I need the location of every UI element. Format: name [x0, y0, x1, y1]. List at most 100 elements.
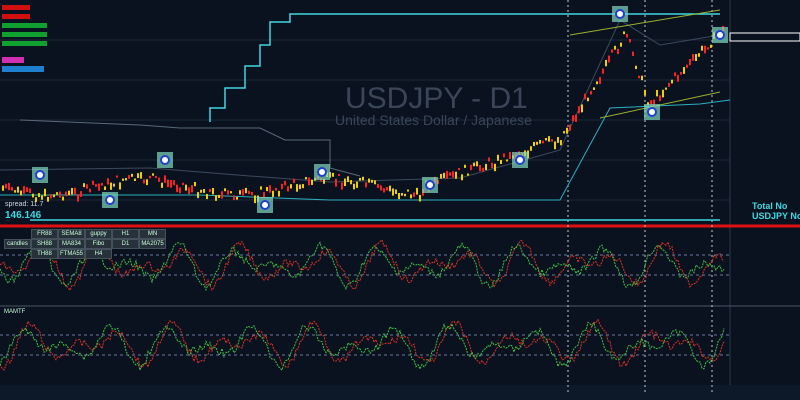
- candle: [206, 194, 208, 200]
- candle: [635, 65, 637, 70]
- candle: [608, 55, 610, 63]
- candle: [80, 191, 82, 197]
- candle: [179, 187, 181, 194]
- candle: [479, 164, 481, 172]
- candle: [509, 151, 511, 159]
- candle: [32, 193, 34, 198]
- candle: [305, 177, 307, 180]
- candle: [599, 77, 601, 84]
- toolbar-button[interactable]: H4: [85, 249, 112, 259]
- pivot-marker: [715, 30, 725, 40]
- candle: [191, 185, 193, 193]
- candle: [467, 173, 469, 176]
- candle: [245, 187, 247, 194]
- candle: [692, 53, 694, 61]
- candle: [446, 170, 448, 179]
- toolbar-button[interactable]: MN: [139, 229, 166, 239]
- candle: [95, 184, 97, 187]
- candle: [350, 180, 352, 185]
- envelope-line: [0, 19, 721, 183]
- candle: [398, 192, 400, 200]
- toolbar-button[interactable]: TH88: [31, 249, 58, 259]
- candle: [590, 90, 592, 95]
- candle: [449, 172, 451, 176]
- candle: [482, 167, 484, 172]
- candle: [50, 193, 52, 199]
- candle: [353, 183, 355, 190]
- candle: [173, 180, 175, 186]
- candle: [83, 183, 85, 188]
- candle: [149, 175, 151, 179]
- candle: [443, 172, 445, 178]
- toolbar-button[interactable]: SH88: [31, 239, 58, 249]
- candle: [164, 175, 166, 183]
- candle: [68, 190, 70, 196]
- candle: [476, 161, 478, 167]
- candle: [62, 196, 64, 201]
- candle: [611, 49, 613, 53]
- candle: [407, 189, 409, 192]
- toolbar-button[interactable]: SEMA8: [58, 229, 85, 239]
- candle: [8, 182, 10, 191]
- step-line: [209, 13, 720, 122]
- candle: [707, 47, 709, 50]
- candle: [272, 190, 274, 197]
- candle: [374, 180, 376, 185]
- candle: [152, 173, 154, 176]
- candle: [596, 81, 598, 85]
- candle: [371, 179, 373, 183]
- indicator-bar: [2, 32, 47, 37]
- support-line: [0, 99, 731, 201]
- candle: [107, 178, 109, 185]
- candle: [335, 178, 337, 187]
- candle: [641, 75, 643, 81]
- candle: [389, 185, 391, 192]
- candle: [209, 188, 211, 193]
- candle: [602, 68, 604, 74]
- candle: [356, 181, 358, 188]
- candle: [410, 194, 412, 199]
- candle: [536, 141, 538, 145]
- candle: [575, 114, 577, 122]
- toolbar-button[interactable]: guppy: [85, 229, 112, 239]
- candle: [266, 186, 268, 192]
- candle: [236, 197, 238, 200]
- toolbar-button[interactable]: FTMA55: [58, 249, 85, 259]
- candle: [302, 184, 304, 189]
- candle: [101, 182, 103, 186]
- candle: [647, 102, 649, 106]
- toolbar-button[interactable]: D1: [112, 239, 139, 249]
- candle: [368, 178, 370, 183]
- oscillator-line: [0, 318, 725, 371]
- candle: [485, 163, 487, 171]
- candle: [293, 178, 295, 183]
- candle: [689, 58, 691, 66]
- toolbar-button[interactable]: FR88: [31, 229, 58, 239]
- oscillators: [0, 239, 730, 372]
- toolbar-button[interactable]: Fibo: [85, 239, 112, 249]
- candle: [281, 183, 283, 190]
- candle: [710, 44, 712, 48]
- indicator-bar: [2, 5, 30, 10]
- candle: [452, 171, 454, 178]
- candle: [2, 185, 4, 191]
- panel-label: MAMTF: [4, 309, 26, 315]
- grid: [0, 39, 730, 201]
- indicator-bar: [2, 23, 47, 28]
- toolbar-button[interactable]: H1: [112, 229, 139, 239]
- candle: [494, 163, 496, 172]
- candle: [122, 178, 124, 181]
- candle: [218, 194, 220, 199]
- candle: [161, 182, 163, 188]
- candle: [248, 190, 250, 195]
- candle: [491, 162, 493, 169]
- toolbar-button[interactable]: candles: [4, 239, 31, 249]
- candle: [569, 124, 571, 131]
- candle: [251, 191, 253, 196]
- toolbar-button[interactable]: MA2075: [139, 239, 166, 249]
- candle: [23, 186, 25, 194]
- toolbar-button[interactable]: MA834: [58, 239, 85, 249]
- candle: [20, 190, 22, 196]
- indicator-bar: [2, 66, 44, 72]
- candle: [644, 89, 646, 96]
